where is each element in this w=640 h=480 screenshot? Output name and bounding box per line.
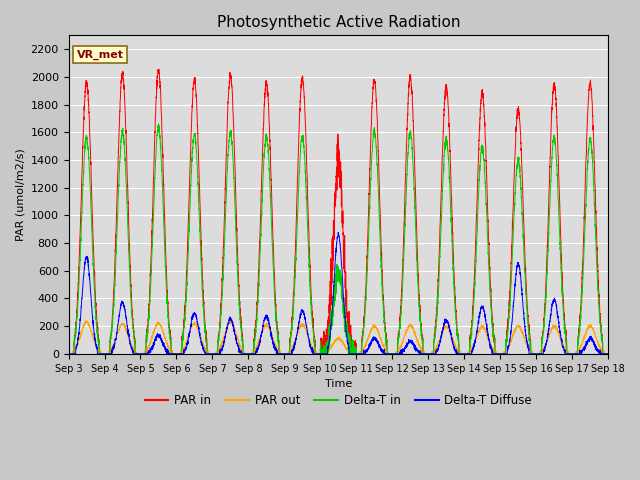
Delta-T Diffuse — [318, 351, 326, 357]
Text: VR_met: VR_met — [77, 49, 124, 60]
PAR out — [604, 351, 612, 357]
PAR in — [162, 248, 170, 253]
Delta-T Diffuse — [460, 351, 467, 357]
PAR out — [83, 318, 90, 324]
Title: Photosynthetic Active Radiation: Photosynthetic Active Radiation — [216, 15, 460, 30]
PAR in — [65, 351, 72, 357]
Delta-T in — [155, 121, 163, 127]
PAR in — [604, 351, 612, 357]
Delta-T Diffuse — [604, 351, 611, 357]
Delta-T in — [604, 351, 611, 357]
Delta-T Diffuse — [429, 351, 437, 357]
Delta-T in — [460, 351, 467, 357]
Line: Delta-T in: Delta-T in — [68, 124, 608, 354]
PAR in — [604, 351, 611, 357]
PAR in — [490, 332, 498, 337]
Line: Delta-T Diffuse: Delta-T Diffuse — [68, 232, 608, 354]
Delta-T Diffuse — [65, 351, 72, 357]
Delta-T Diffuse — [335, 229, 342, 235]
Delta-T Diffuse — [490, 351, 498, 357]
Line: PAR out: PAR out — [68, 321, 608, 354]
Delta-T in — [318, 348, 326, 354]
PAR in — [318, 351, 326, 357]
Delta-T in — [604, 351, 612, 357]
Delta-T in — [162, 267, 170, 273]
Delta-T Diffuse — [604, 351, 612, 357]
PAR in — [429, 351, 437, 357]
PAR out — [429, 348, 437, 354]
PAR out — [460, 351, 467, 357]
PAR out — [604, 351, 611, 357]
PAR out — [318, 351, 326, 357]
Legend: PAR in, PAR out, Delta-T in, Delta-T Diffuse: PAR in, PAR out, Delta-T in, Delta-T Dif… — [140, 389, 537, 411]
Delta-T in — [429, 351, 437, 357]
Y-axis label: PAR (umol/m2/s): PAR (umol/m2/s) — [15, 148, 25, 241]
PAR in — [460, 351, 467, 357]
Delta-T in — [490, 333, 498, 338]
X-axis label: Time: Time — [324, 379, 352, 389]
Delta-T in — [65, 351, 72, 357]
PAR out — [490, 346, 498, 352]
Delta-T Diffuse — [162, 345, 170, 351]
Line: PAR in: PAR in — [68, 69, 608, 354]
PAR out — [65, 351, 72, 357]
PAR out — [162, 337, 170, 343]
PAR in — [155, 66, 163, 72]
